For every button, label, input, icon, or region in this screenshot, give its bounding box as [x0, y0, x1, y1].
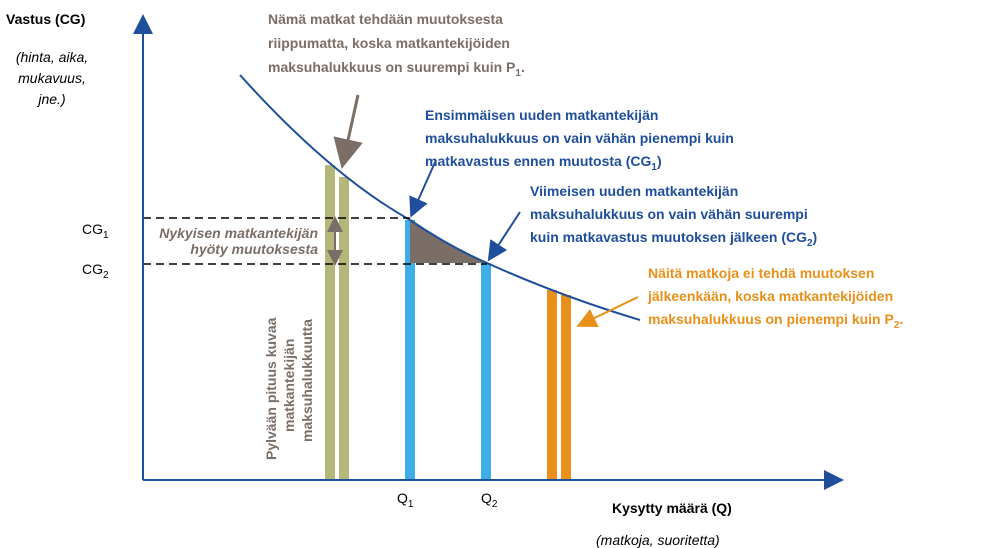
text: Ensimmäisen uuden matkantekijän	[425, 107, 658, 123]
cg1-label: CG1	[82, 221, 109, 241]
text: maksuhalukkuus on suurempi kuin P1.	[268, 59, 525, 79]
text-part: CG	[82, 261, 103, 277]
x-title: Kysytty määrä (Q)	[612, 500, 732, 516]
text-part: 2	[894, 320, 900, 331]
text: (hinta, aika,	[16, 49, 88, 65]
text-part: .	[899, 311, 903, 327]
text-part: maksuhalukkuus on pienempi kuin P	[648, 311, 894, 327]
q2-label: Q2	[481, 490, 498, 510]
bar-label: Pylvään pituus kuvaa matkantekijän maksu…	[263, 317, 315, 460]
note-first: Ensimmäisen uuden matkantekijän maksuhal…	[425, 107, 734, 173]
text-part: kuin matkavastus muutoksen jälkeen (CG	[530, 229, 807, 245]
note-grey: Nämä matkat tehdään muutoksesta riippuma…	[268, 11, 525, 79]
bar	[547, 290, 557, 480]
x-units: (matkoja, suoritetta)	[596, 532, 720, 548]
text: maksuhalukkuus on vain vähän pienempi ku…	[425, 130, 734, 146]
text: Nämä matkat tehdään muutoksesta	[268, 11, 503, 27]
text-part: 1	[103, 230, 109, 241]
text: hyöty muutoksesta	[190, 241, 318, 257]
arrow	[409, 159, 437, 218]
text-part: .	[521, 59, 525, 75]
text-part: 1	[515, 68, 521, 79]
bar	[339, 177, 349, 480]
text: jälkeenkään, koska matkantekijöiden	[647, 288, 893, 304]
text: Nykyisen matkantekijän	[159, 225, 318, 241]
bar	[481, 263, 491, 480]
text: jne.)	[36, 91, 65, 107]
demand-curve	[239, 74, 641, 321]
text: Pylvään pituus kuvaa	[263, 317, 279, 460]
text-part: Q	[397, 490, 408, 506]
text: Viimeisen uuden matkantekijän	[530, 183, 738, 199]
text: kuin matkavastus muutoksen jälkeen (CG2)	[530, 229, 817, 249]
text-part: 2	[103, 270, 109, 281]
bar	[561, 295, 571, 480]
text: matkantekijän	[281, 339, 297, 432]
note-orange: Näitä matkoja ei tehdä muutoksen jälkeen…	[647, 265, 903, 331]
text-part: 1	[651, 162, 657, 173]
y-title: Vastus (CG)	[6, 11, 85, 27]
text: riippumatta, koska matkantekijöiden	[268, 35, 510, 51]
text: Näitä matkoja ei tehdä muutoksen	[648, 265, 874, 281]
y-units: (hinta, aika, mukavuus, jne.)	[16, 49, 88, 107]
note-last: Viimeisen uuden matkantekijän maksuhaluk…	[530, 183, 817, 249]
bars	[325, 165, 571, 480]
text: maksuhalukkuus on pienempi kuin P2.	[648, 311, 903, 331]
text-part: Q	[481, 490, 492, 506]
text: maksuhalukkuus on vain vähän suurempi	[530, 206, 808, 222]
arrow	[333, 94, 363, 169]
text-part: CG	[82, 221, 103, 237]
benefit-area	[410, 220, 487, 263]
text-part: 2	[807, 238, 813, 249]
arrow	[576, 296, 639, 328]
bar	[325, 165, 335, 480]
text: mukavuus,	[18, 70, 86, 86]
text: maksuhalukkuutta	[299, 319, 315, 442]
benefit-label: Nykyisen matkantekijän hyöty muutoksesta	[159, 225, 318, 257]
bar	[405, 220, 415, 480]
q1-label: Q1	[397, 490, 414, 510]
text-part: )	[657, 153, 662, 169]
text-part: maksuhalukkuus on suurempi kuin P	[268, 59, 515, 75]
text: matkavastus ennen muutosta (CG1)	[425, 153, 662, 173]
cg2-label: CG2	[82, 261, 109, 281]
arrow	[487, 211, 521, 262]
text-part: 2	[492, 499, 498, 510]
text-part: 1	[408, 499, 414, 510]
text-part: )	[813, 229, 818, 245]
text-part: matkavastus ennen muutosta (CG	[425, 153, 651, 169]
